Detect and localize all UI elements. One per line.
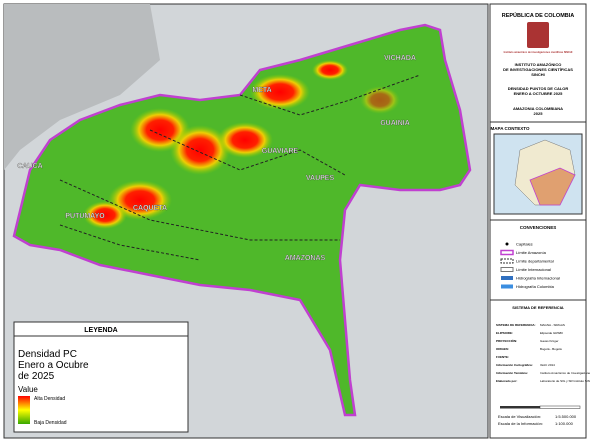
panel-text: SINCHI: [531, 72, 545, 77]
panel-text: CONVENCIONES: [520, 225, 557, 230]
department-limits: [59, 74, 421, 261]
department-label: META: [252, 87, 271, 94]
panel-text: REPÚBLICA DE COLOMBIA: [502, 12, 575, 19]
panel-text: AMAZONIA COLOMBIANA: [513, 106, 563, 111]
legend-box: [13, 321, 189, 433]
department-label: AMAZONAS: [285, 255, 326, 262]
convention-label: Límite Internacional: [516, 267, 551, 272]
panel-text: INSTITUTO AMAZÓNICO: [515, 62, 562, 67]
panel-text: ENERO A OCTUBRE 2025: [514, 91, 564, 96]
convention-icon: [500, 249, 514, 256]
convention-label: Límite departamental: [516, 259, 554, 264]
panel-text: SISTEMA DE REFERENCIA: [512, 305, 564, 310]
department-label: GUAINIA: [380, 120, 410, 127]
department-label: VICHADA: [384, 55, 416, 62]
convention-label: Capitales: [516, 242, 533, 247]
convention-label: Hidrografía Internacional: [516, 276, 560, 281]
convention-label: Hidrografía Colombia: [516, 284, 555, 289]
department-label: VAUPES: [306, 175, 335, 182]
side-panel: [489, 3, 587, 439]
department-label: PUTUMAYO: [65, 213, 105, 220]
scale-value: 1:100.000: [555, 421, 574, 426]
convention-icon: [501, 276, 513, 280]
reference-key: SISTEMA DE REFERENCIA:: [496, 323, 536, 327]
legend-layer: Enero a Ocubre: [18, 360, 89, 371]
reference-value: Bogotá - Bogotá: [540, 347, 562, 351]
scale-value: 1:5.500.000: [555, 414, 577, 419]
scale-key: Escala de la Información:: [498, 421, 543, 426]
scale-key: Escala de Visualización:: [498, 414, 541, 419]
panel-text: MAPA CONTEXTO: [491, 126, 530, 131]
scale-bar: [539, 405, 581, 409]
logo: [527, 22, 549, 48]
convention-icon: [501, 284, 513, 289]
convention-label: Límite Amazonía: [516, 250, 547, 255]
panel-text: 2025: [534, 111, 544, 116]
department-labels: VICHADA META GUAINIA GUAVIARE CAQUETA PUTUMAY…: [17, 55, 416, 262]
reference-key: FUENTE:: [496, 355, 509, 359]
scale-bar: [500, 406, 540, 409]
reference-value: Gauss Krüger: [540, 339, 559, 343]
reference-value: Instituto Amazónico de Investigaciones C…: [540, 371, 590, 375]
reference-key: ELIPSOIDE:: [496, 331, 513, 335]
andes-relief: [4, 4, 160, 170]
legend-layer: Densidad PC: [18, 349, 77, 360]
panel-content: REPÚBLICA DE COLOMBIA Instituto amazónico…: [490, 12, 590, 426]
reference-key: Información Temática:: [496, 371, 528, 375]
department-label: GUAVIARE: [262, 148, 299, 155]
convention-icon: [500, 267, 514, 272]
panel-text: Instituto amazónico de investigaciones c…: [504, 51, 573, 54]
panel-text: DENSIDAD PUNTOS DE CALOR: [508, 86, 569, 91]
panel-text: DE INVESTIGACIONES CIENTÍFICAS: [503, 67, 573, 72]
convention-icon: [500, 258, 514, 264]
department-label: CAUCA: [17, 163, 42, 170]
legend-title: LEYENDA: [84, 327, 117, 334]
reference-value: Laboratorio de SIG y SR Instituto SINCHI: [540, 379, 590, 383]
convention-icon: [505, 242, 509, 246]
department-label: CAQUETA: [133, 205, 167, 212]
legend-value: Value: [18, 385, 38, 394]
hotspots: [83, 60, 400, 229]
legend-layer: de 2025: [18, 371, 55, 382]
reference-value: IGAC 2014: [540, 363, 555, 367]
reference-value: Elipsoide GRS80: [540, 331, 563, 335]
reference-key: ORIGEN:: [496, 347, 509, 351]
legend-ramp: [18, 396, 30, 424]
legend-high: Alta Densidad: [34, 396, 65, 402]
reference-value: MAGNA - SIRGAS: [540, 323, 565, 327]
reference-key: PROYECCIÓN:: [496, 338, 517, 343]
reference-key: Información Cartográfica:: [496, 363, 533, 367]
reference-key: Elaborado por:: [496, 379, 517, 383]
amazon-region: [12, 23, 472, 417]
context-amazon: [529, 167, 576, 206]
legend-low: Baja Densidad: [34, 420, 67, 426]
